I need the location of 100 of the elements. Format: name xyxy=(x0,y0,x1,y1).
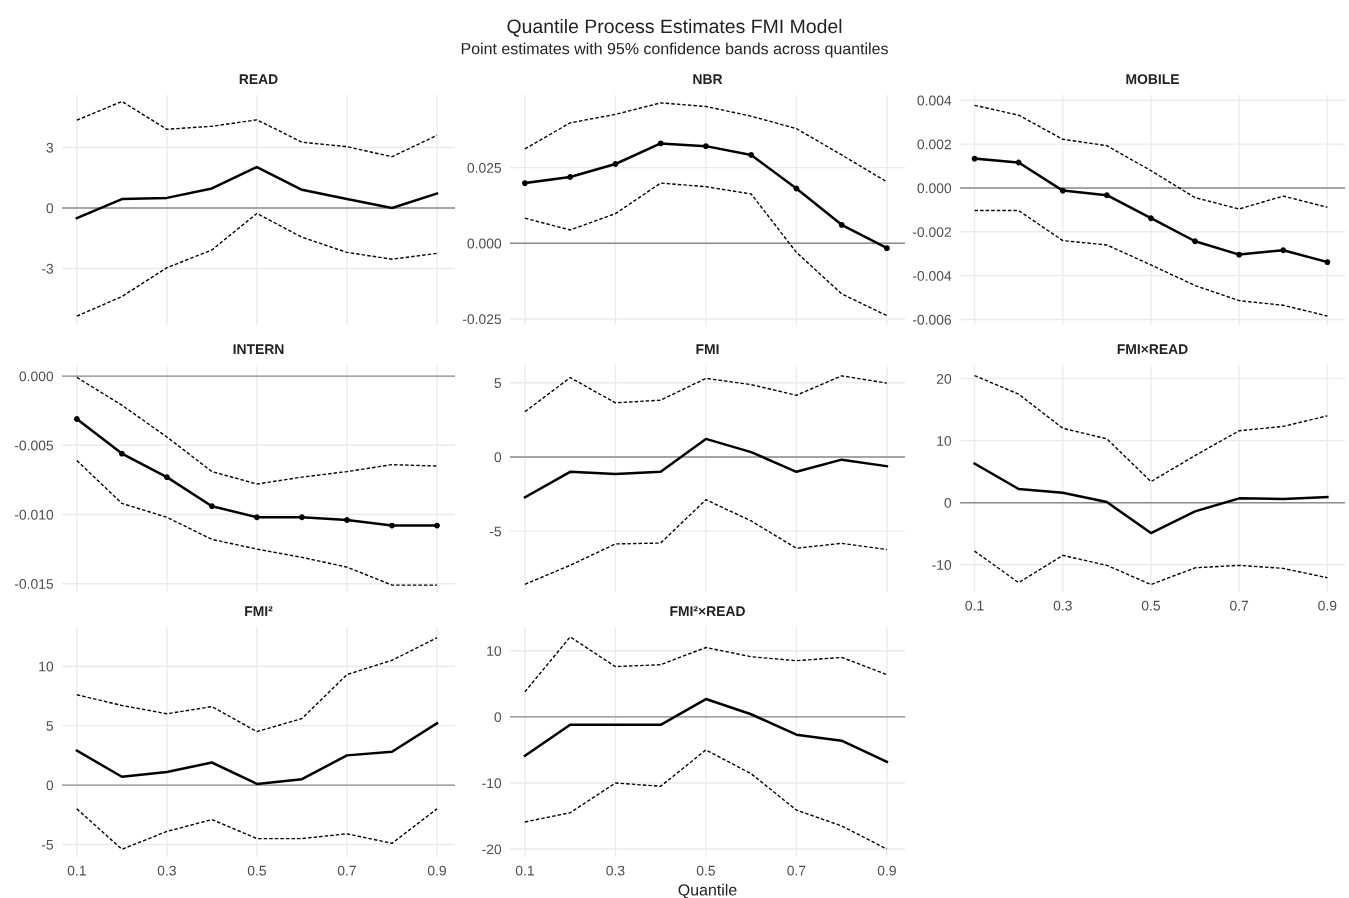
chart-title: READ xyxy=(239,74,278,84)
y-tick-label: 0 xyxy=(494,452,502,463)
point xyxy=(208,503,215,510)
chart-title: NBR xyxy=(693,74,723,84)
point xyxy=(344,517,350,523)
y-tick-label: -0.006 xyxy=(912,314,952,325)
line-series xyxy=(973,209,1329,317)
y-tick-label: 10 xyxy=(487,646,502,656)
point xyxy=(1059,187,1066,194)
line-series xyxy=(76,808,438,850)
chart-title: FMI² xyxy=(245,606,273,616)
y-tick-label: 10 xyxy=(39,661,54,672)
y-tick-label: -0.005 xyxy=(14,440,54,451)
point xyxy=(883,245,890,252)
y-tick-label: -0.010 xyxy=(14,509,54,520)
chart-title: FMI²×READ xyxy=(670,606,745,616)
y-tick-label: 0 xyxy=(944,498,952,508)
line-series xyxy=(973,374,1329,483)
line-series xyxy=(524,375,888,413)
y-tick-label: 0 xyxy=(46,203,54,214)
point xyxy=(254,514,260,521)
y-tick-label: 5 xyxy=(494,378,502,388)
y-tick-label: 0.025 xyxy=(467,162,502,173)
x-tick-label: 0.3 xyxy=(1053,600,1072,611)
text: Quantile Process Estimates FMI Model xyxy=(507,18,842,37)
line-series xyxy=(973,550,1329,586)
line-series xyxy=(524,182,888,317)
point xyxy=(793,185,800,192)
y-tick-label: 20 xyxy=(936,373,952,384)
y-tick-label: -5 xyxy=(489,526,502,537)
point xyxy=(118,450,125,457)
line-series xyxy=(76,212,438,317)
y-tick-label: 0 xyxy=(494,712,502,723)
y-tick-label: -0.015 xyxy=(14,579,54,589)
point xyxy=(612,161,619,167)
point xyxy=(73,416,80,422)
point xyxy=(1280,247,1287,254)
x-tick-label: 0.5 xyxy=(1141,600,1161,611)
point xyxy=(163,474,170,481)
chart-title: MOBILE xyxy=(1126,74,1179,85)
y-tick-label: 0.000 xyxy=(19,371,54,382)
point xyxy=(657,140,664,147)
line-series xyxy=(524,749,888,850)
point xyxy=(1148,215,1154,222)
line-series xyxy=(76,459,438,586)
y-tick-label: -5 xyxy=(41,840,54,850)
point xyxy=(567,174,574,180)
point xyxy=(434,522,440,529)
x-tick-label: 0.3 xyxy=(157,865,176,876)
point xyxy=(389,522,395,529)
line-series xyxy=(973,462,1329,535)
line-series xyxy=(524,102,888,183)
point xyxy=(1324,259,1331,265)
x-tick-label: 0.5 xyxy=(696,865,715,876)
x-tick-label: 0.5 xyxy=(247,865,266,876)
point xyxy=(702,143,709,150)
y-tick-label: 0 xyxy=(46,780,54,791)
x-tick-label: 0.1 xyxy=(515,865,534,876)
chart-title: INTERN xyxy=(233,344,284,354)
x-tick-label: 0.7 xyxy=(1230,600,1249,611)
point xyxy=(1015,159,1022,166)
point xyxy=(522,180,528,186)
y-tick-label: -0.002 xyxy=(912,227,951,237)
y-tick-label: 0.000 xyxy=(467,238,502,249)
line-series xyxy=(75,722,439,786)
x-tick-label: 0.1 xyxy=(67,865,86,876)
y-tick-label: -0.004 xyxy=(912,271,952,281)
y-tick-label: 3 xyxy=(46,142,54,153)
point xyxy=(299,514,305,521)
line-series xyxy=(76,376,438,485)
line-series xyxy=(524,499,888,585)
y-tick-label: -3 xyxy=(41,263,54,274)
line-series xyxy=(75,165,439,220)
y-tick-label: 10 xyxy=(937,436,952,446)
x-tick-label: 0.3 xyxy=(606,865,625,876)
chart-title: FMI xyxy=(696,344,719,354)
line-series xyxy=(76,637,438,733)
x-tick-label: 0.9 xyxy=(427,865,446,876)
x-axis-title: Quantile xyxy=(678,883,737,898)
line-series xyxy=(524,636,888,693)
point xyxy=(971,155,978,162)
point xyxy=(1103,192,1110,199)
y-tick-label: 0.004 xyxy=(917,95,952,106)
y-tick-label: -10 xyxy=(932,560,952,570)
y-tick-label: -0.025 xyxy=(462,314,502,325)
point xyxy=(1192,238,1198,245)
y-tick-label: 0.002 xyxy=(917,139,951,150)
x-tick-label: 0.9 xyxy=(1318,600,1337,611)
line-series xyxy=(973,104,1329,210)
point xyxy=(1236,251,1243,258)
line-series xyxy=(523,437,889,499)
x-tick-label: 0.9 xyxy=(877,865,896,876)
x-tick-label: 0.7 xyxy=(787,865,806,876)
line-series xyxy=(523,697,889,764)
y-tick-label: -10 xyxy=(482,778,502,789)
chart-title: FMI×READ xyxy=(1117,344,1188,354)
x-tick-label: 0.7 xyxy=(337,865,356,876)
y-tick-label: -20 xyxy=(482,844,502,855)
text: Point estimates with 95% confidence bands across quantiles xyxy=(461,42,888,58)
line-series xyxy=(76,100,438,158)
